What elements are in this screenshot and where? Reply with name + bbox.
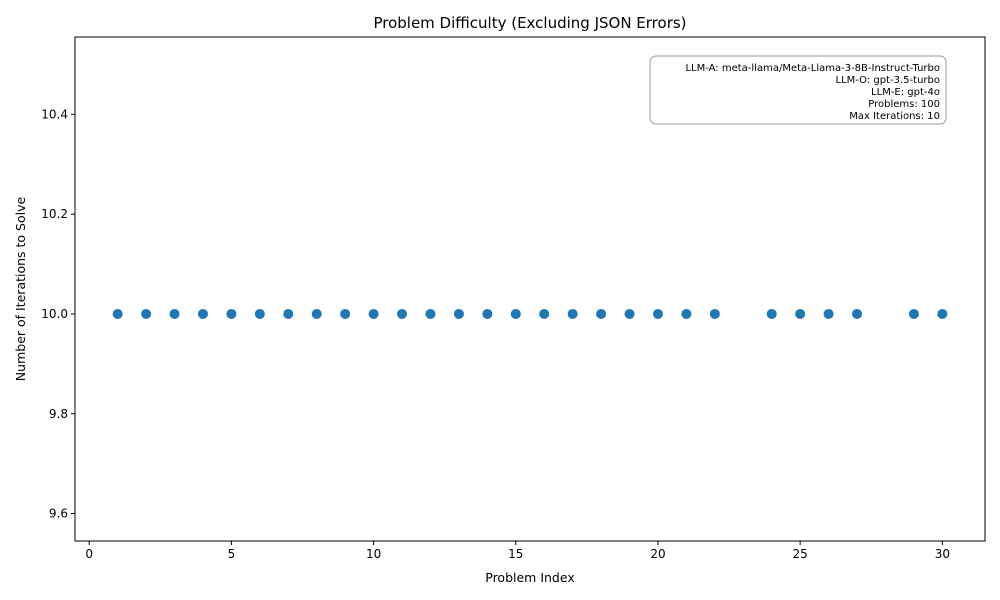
y-tick-label: 10.4 bbox=[41, 107, 68, 121]
x-tick-label: 0 bbox=[85, 547, 93, 561]
x-tick-label: 30 bbox=[935, 547, 950, 561]
data-point bbox=[852, 308, 863, 319]
data-point bbox=[397, 308, 408, 319]
data-point bbox=[624, 308, 635, 319]
plot-frame bbox=[74, 36, 986, 542]
x-tick-label: 20 bbox=[650, 547, 665, 561]
data-point bbox=[112, 308, 123, 319]
y-tick-label: 10.0 bbox=[41, 307, 68, 321]
data-point bbox=[908, 308, 919, 319]
data-point bbox=[283, 308, 294, 319]
data-point bbox=[425, 308, 436, 319]
data-points bbox=[112, 308, 948, 319]
data-point bbox=[709, 308, 720, 319]
info-box: LLM-A: meta-llama/Meta-Llama-3-8B-Instru… bbox=[649, 55, 947, 125]
chart-title: Problem Difficulty (Excluding JSON Error… bbox=[373, 14, 686, 32]
x-axis: 0 5 10 15 20 25 30 bbox=[85, 541, 950, 561]
data-point bbox=[823, 308, 834, 319]
info-llm-e: LLM-E: gpt-4o bbox=[871, 87, 940, 98]
data-point bbox=[453, 308, 464, 319]
data-point bbox=[340, 308, 351, 319]
data-point bbox=[652, 308, 663, 319]
info-box-frame bbox=[649, 55, 947, 125]
y-axis-label: Number of Iterations to Solve bbox=[13, 197, 28, 382]
x-axis-label: Problem Index bbox=[485, 570, 575, 585]
x-tick-label: 10 bbox=[366, 547, 381, 561]
data-point bbox=[368, 308, 379, 319]
data-point bbox=[197, 308, 208, 319]
data-point bbox=[169, 308, 180, 319]
info-max-iterations: Max Iterations: 10 bbox=[849, 111, 940, 122]
y-tick-label: 9.8 bbox=[49, 407, 68, 421]
x-tick-label: 25 bbox=[793, 547, 808, 561]
plot-area bbox=[74, 36, 986, 542]
data-point bbox=[766, 308, 777, 319]
data-point bbox=[596, 308, 607, 319]
info-llm-o: LLM-O: gpt-3.5-turbo bbox=[836, 75, 940, 86]
info-llm-a: LLM-A: meta-llama/Meta-Llama-3-8B-Instru… bbox=[685, 63, 940, 74]
data-point bbox=[141, 308, 152, 319]
x-tick-label: 15 bbox=[508, 547, 523, 561]
data-point bbox=[539, 308, 550, 319]
data-point bbox=[510, 308, 521, 319]
x-tick-label: 5 bbox=[228, 547, 236, 561]
y-tick-label: 9.6 bbox=[49, 507, 68, 521]
data-point bbox=[311, 308, 322, 319]
data-point bbox=[681, 308, 692, 319]
data-point bbox=[937, 308, 948, 319]
data-point bbox=[567, 308, 578, 319]
y-axis: 9.6 9.8 10.0 10.2 10.4 bbox=[41, 107, 75, 521]
data-point bbox=[795, 308, 806, 319]
y-tick-label: 10.2 bbox=[41, 207, 68, 221]
data-point bbox=[482, 308, 493, 319]
info-problems: Problems: 100 bbox=[868, 99, 940, 110]
data-point bbox=[226, 308, 237, 319]
data-point bbox=[254, 308, 265, 319]
